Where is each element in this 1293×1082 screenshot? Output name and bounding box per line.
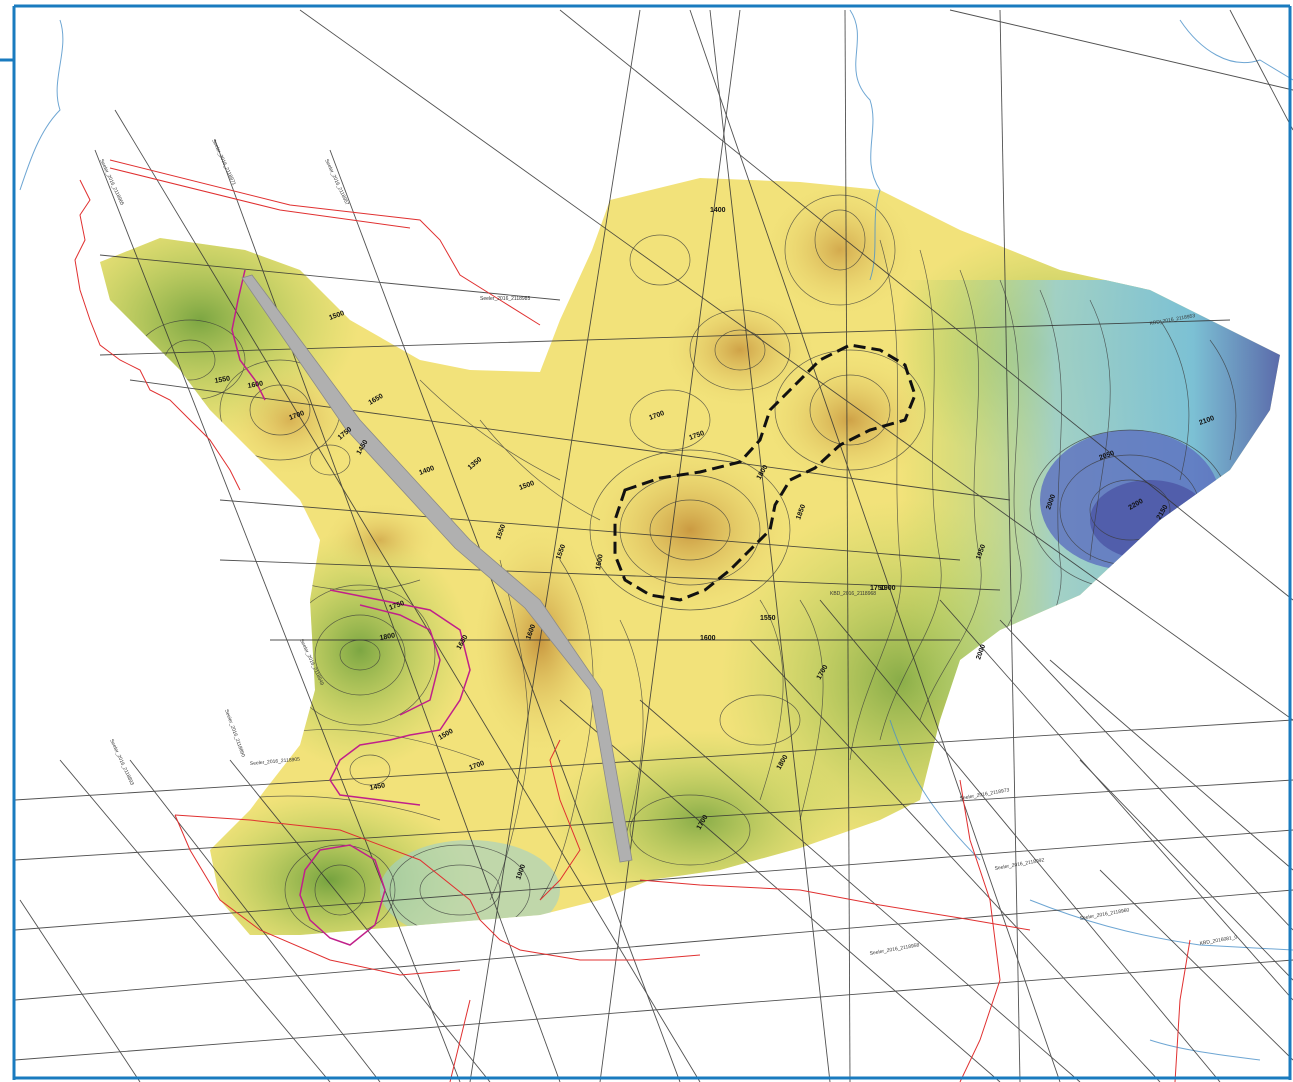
seismic-survey-lines xyxy=(14,9,1293,1082)
survey-line-label: Seeler_2016_2118985 xyxy=(480,296,530,302)
survey-line-label: Seeler_2016_2118905 xyxy=(250,757,301,767)
contour-label: 1850 xyxy=(795,504,807,521)
contour-label: 1550 xyxy=(214,375,231,385)
contour-label: 2100 xyxy=(1198,415,1215,427)
map-border xyxy=(0,4,1292,1080)
contour-label: 2000 xyxy=(975,644,987,661)
survey-line-label: KBD_2016_2118968 xyxy=(830,591,876,597)
contour-label: 1550 xyxy=(495,524,507,541)
closure-outlines xyxy=(231,269,471,946)
contour-label: 1800 xyxy=(379,632,396,642)
prospect-outline xyxy=(613,343,917,602)
contour-label: 1550 xyxy=(760,615,776,622)
contour-label: 1700 xyxy=(648,410,665,422)
contour-label: 1600 xyxy=(247,380,264,390)
contour-label: 1750 xyxy=(388,600,405,612)
contour-label: 1600 xyxy=(525,624,537,641)
contour-label: 1500 xyxy=(518,480,535,492)
contour-label: 1750 xyxy=(870,585,886,592)
contour-label: 1600 xyxy=(595,554,605,571)
contour-label: 1900 xyxy=(515,864,527,881)
contour-label: 1700 xyxy=(468,760,485,772)
contour-label: 1400 xyxy=(418,465,435,477)
contour-label: 1750 xyxy=(688,430,705,442)
contour-label: 2000 xyxy=(1045,494,1057,511)
contour-label: 1900 xyxy=(880,585,896,592)
contour-label: 1600 xyxy=(700,635,716,642)
contour-label: 1450 xyxy=(369,782,386,792)
boundary-polygon xyxy=(74,159,1191,1082)
contour-label: 1500 xyxy=(328,310,345,322)
contour-label: 1700 xyxy=(288,410,305,422)
contour-label: 1950 xyxy=(975,544,987,561)
fault-polygon xyxy=(241,274,633,863)
contour-label: 2050 xyxy=(1098,450,1115,462)
contour-label: 1550 xyxy=(555,544,567,561)
contour-label: 1400 xyxy=(710,207,726,214)
river-lines xyxy=(19,9,1293,1061)
